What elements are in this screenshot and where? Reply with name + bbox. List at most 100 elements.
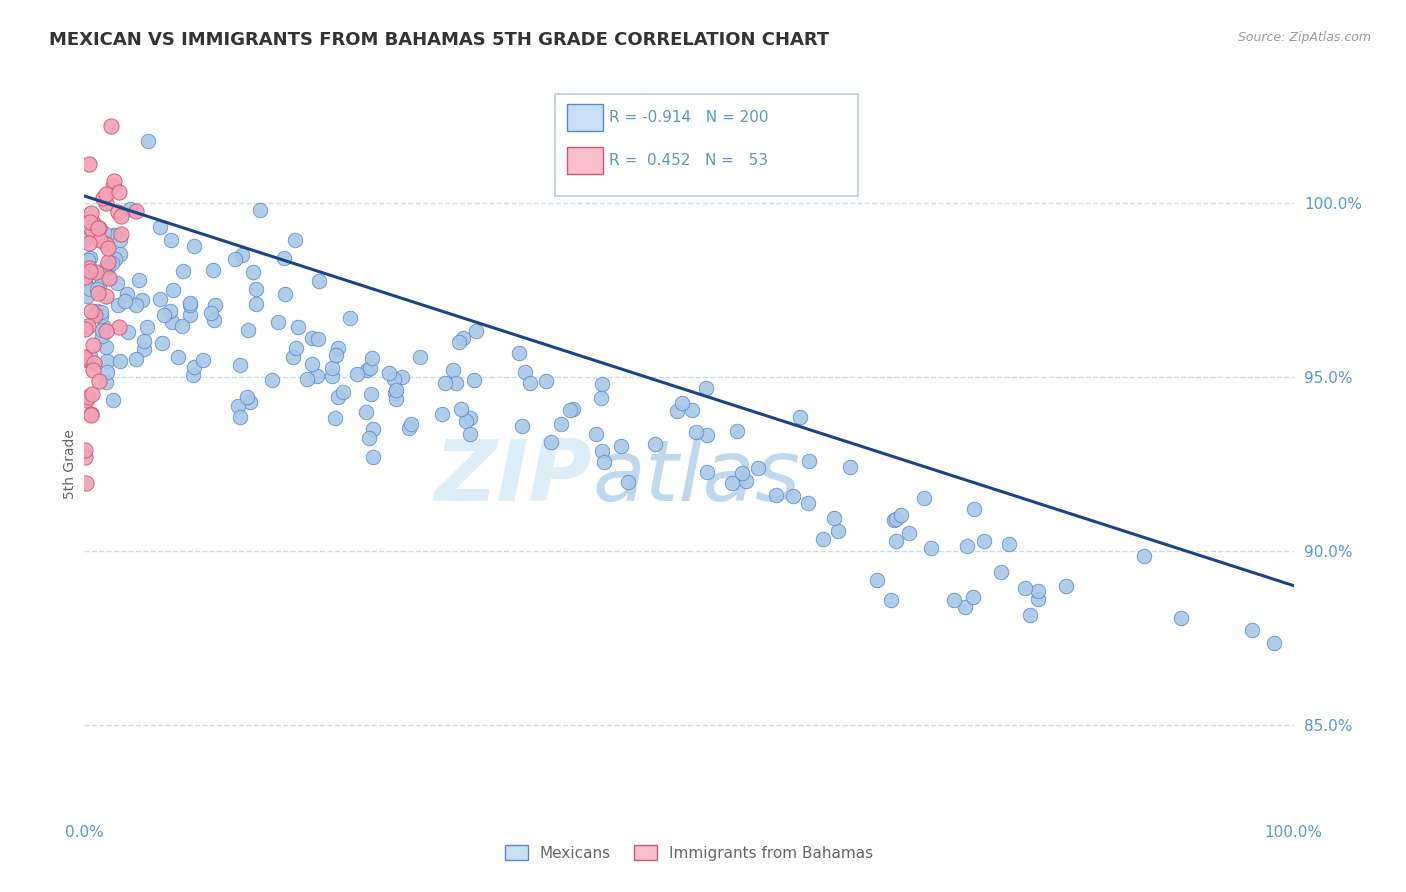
Point — [76, 289, 98, 303]
Point — [80, 408, 103, 422]
Point — [108, 234, 131, 248]
Point — [79, 264, 101, 278]
Point — [200, 305, 222, 319]
Point — [94, 340, 117, 354]
Point — [131, 293, 153, 308]
Point — [90, 271, 112, 285]
Point — [179, 298, 201, 312]
Point — [87, 374, 110, 388]
Point — [797, 454, 820, 468]
Point — [202, 313, 225, 327]
Point — [231, 248, 253, 262]
Point — [77, 235, 100, 250]
Point — [179, 308, 201, 322]
Point — [173, 264, 195, 278]
Point — [1014, 581, 1036, 595]
Point — [1263, 636, 1285, 650]
Text: Source: ZipAtlas.com: Source: ZipAtlas.com — [1237, 31, 1371, 45]
Point — [685, 425, 707, 440]
Point — [120, 202, 142, 216]
Point — [125, 204, 148, 219]
Point — [75, 322, 97, 336]
Point — [162, 283, 184, 297]
Point — [93, 226, 115, 240]
Point — [134, 334, 156, 349]
Point — [558, 402, 581, 417]
Point — [75, 351, 97, 366]
Point — [77, 390, 100, 404]
Point — [540, 434, 562, 449]
Point — [943, 593, 966, 607]
Point — [249, 203, 271, 218]
Point — [307, 332, 329, 346]
Point — [963, 502, 986, 516]
Point — [108, 246, 131, 260]
Point — [356, 363, 378, 377]
Point — [94, 375, 117, 389]
Point — [100, 256, 122, 270]
Point — [103, 392, 125, 407]
Point — [441, 362, 464, 376]
Point — [811, 532, 834, 546]
Point — [401, 417, 423, 431]
Point — [80, 223, 103, 237]
Point — [105, 277, 128, 291]
Point — [91, 329, 114, 343]
Point — [204, 298, 226, 312]
Point — [725, 424, 748, 438]
Point — [465, 324, 488, 338]
Point — [671, 396, 693, 410]
Point — [79, 350, 101, 364]
Point — [295, 372, 318, 386]
Point — [103, 174, 125, 188]
Point — [73, 233, 96, 247]
Point — [432, 407, 454, 421]
Point — [267, 315, 290, 329]
Point — [245, 281, 267, 295]
Point — [325, 348, 347, 362]
Point — [883, 513, 905, 527]
Point — [94, 288, 117, 302]
Point — [179, 296, 201, 310]
Point — [550, 417, 572, 431]
Point — [920, 541, 942, 555]
Point — [321, 369, 343, 384]
Point — [591, 377, 613, 392]
Point — [79, 227, 101, 242]
Point — [136, 320, 159, 334]
Point — [110, 227, 132, 242]
Point — [108, 186, 131, 200]
Point — [86, 304, 108, 318]
Point — [117, 326, 139, 340]
Point — [962, 591, 984, 605]
Point — [96, 186, 118, 201]
Point — [953, 600, 976, 615]
Point — [720, 475, 742, 490]
Point — [382, 372, 405, 386]
Point — [456, 414, 478, 428]
Point — [1054, 579, 1077, 593]
Point — [76, 252, 98, 267]
Point — [77, 319, 100, 334]
Point — [398, 420, 420, 434]
Point — [83, 217, 105, 231]
Point — [79, 215, 101, 229]
Point — [696, 427, 718, 442]
Point — [990, 566, 1012, 580]
Point — [108, 354, 131, 368]
Point — [782, 489, 804, 503]
Point — [1026, 583, 1049, 598]
Point — [84, 265, 107, 279]
Point — [789, 410, 811, 425]
Point — [610, 439, 633, 453]
Point — [79, 252, 101, 266]
Point — [160, 315, 183, 329]
Point — [125, 352, 148, 367]
Point — [458, 427, 481, 442]
Point — [307, 369, 329, 384]
Point — [283, 350, 305, 364]
Point — [827, 524, 849, 539]
Point — [110, 209, 132, 223]
Text: atlas: atlas — [592, 436, 800, 519]
Point — [446, 376, 468, 391]
